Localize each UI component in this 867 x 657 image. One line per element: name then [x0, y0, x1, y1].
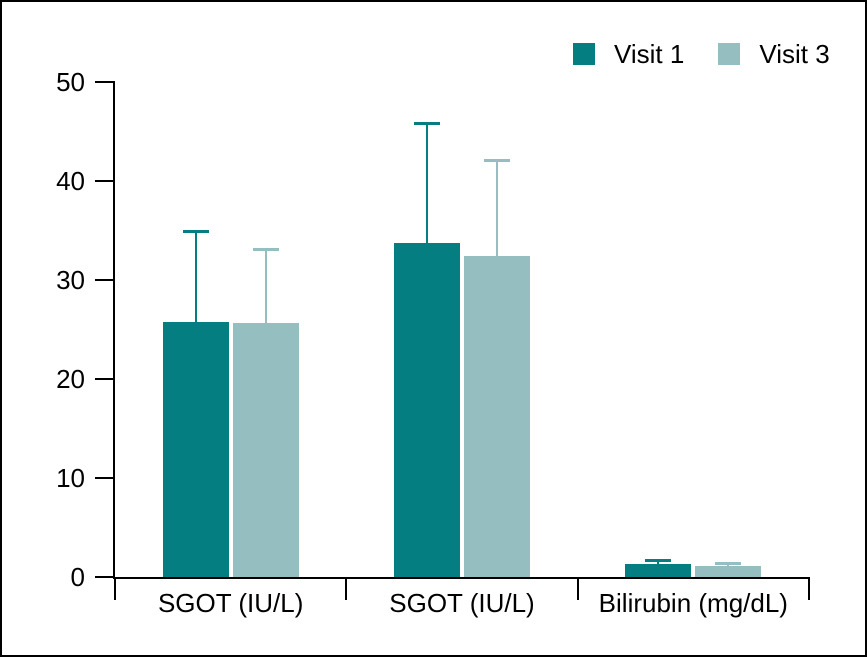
- y-tick-label: 10: [56, 463, 85, 493]
- y-tick: [95, 576, 115, 578]
- y-tick-label: 30: [56, 265, 85, 295]
- error-bar-line-visit-3-group1: [264, 249, 267, 323]
- error-bar-line-visit-1-group2: [426, 122, 428, 244]
- category-label: Bilirubin (mg/dL): [598, 588, 788, 618]
- bar-visit-1-group3: [625, 564, 692, 577]
- error-bar-cap-visit-1-group1: [182, 229, 209, 233]
- legend-swatch-visit3: [718, 43, 741, 65]
- x-tick: [808, 577, 810, 600]
- legend-item-visit3: Visit 3: [718, 39, 830, 69]
- error-bar-line-visit-3-group2: [496, 160, 498, 257]
- y-tick-label: 0: [70, 562, 85, 592]
- chart-legend: Visit 1 Visit 3: [573, 40, 830, 68]
- category-label: SGOT (IU/L): [157, 588, 304, 618]
- x-tick: [576, 577, 579, 600]
- bar-visit-1-group1: [162, 321, 229, 577]
- legend-label-visit1: Visit 1: [614, 39, 685, 69]
- x-axis: [113, 577, 809, 579]
- error-bar-line-visit-1-group1: [194, 230, 197, 322]
- error-bar-cap-visit-3-group2: [484, 159, 510, 163]
- bar-visit-1-group2: [394, 243, 460, 577]
- bar-visit-3-group3: [695, 565, 762, 577]
- x-tick: [345, 577, 348, 600]
- y-tick: [95, 81, 115, 83]
- y-tick-label: 20: [56, 364, 85, 394]
- legend-swatch-visit1: [573, 43, 595, 65]
- error-bar-cap-visit-3-group1: [252, 248, 279, 252]
- x-tick: [114, 577, 116, 600]
- legend-label-visit3: Visit 3: [759, 39, 830, 69]
- y-tick: [95, 378, 115, 380]
- error-bar-cap-visit-1-group3: [645, 559, 672, 563]
- y-tick-label: 50: [56, 67, 85, 97]
- y-axis: [113, 82, 115, 579]
- error-bar-cap-visit-1-group2: [414, 121, 440, 125]
- y-tick: [95, 477, 115, 479]
- legend-item-visit1: Visit 1: [573, 40, 684, 68]
- bar-visit-3-group1: [232, 322, 299, 577]
- y-tick: [95, 279, 115, 281]
- y-tick: [95, 180, 115, 182]
- bar-visit-3-group2: [464, 256, 530, 577]
- error-bar-cap-visit-3-group3: [715, 562, 742, 566]
- category-label: SGOT (IU/L): [389, 588, 535, 618]
- y-tick-label: 40: [56, 166, 85, 196]
